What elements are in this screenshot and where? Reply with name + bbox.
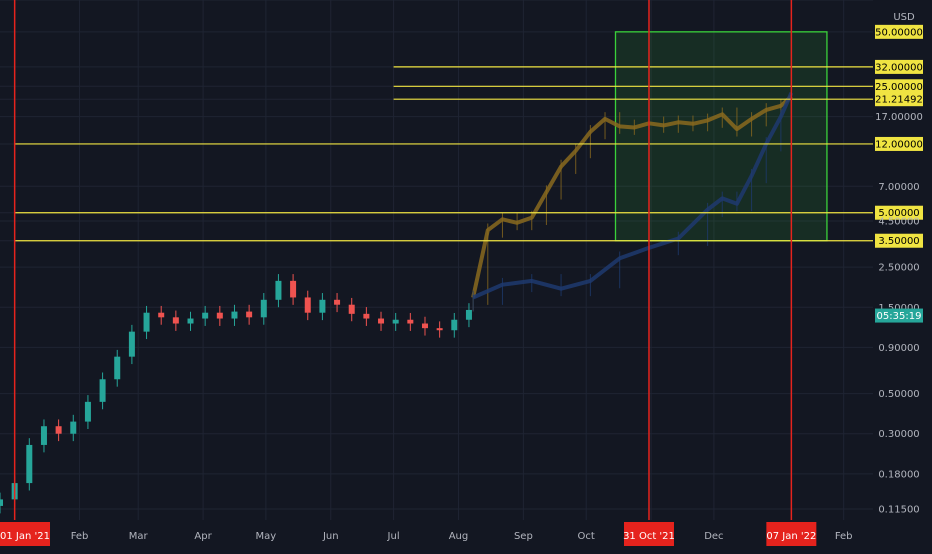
candle-body [187, 318, 194, 324]
candle-body [70, 421, 77, 434]
candle-body [216, 312, 223, 319]
series-layer [0, 86, 794, 514]
candle-body [451, 319, 458, 331]
target-zone-rectangle[interactable] [614, 31, 828, 242]
candle-body [290, 280, 297, 298]
price-tag-label: 50.00000 [875, 27, 923, 38]
price-tag [875, 308, 923, 323]
date-tag [623, 522, 674, 546]
y-tick-label: 0.30000 [878, 429, 919, 440]
y-tick-label: 0.11500 [878, 505, 919, 516]
x-tick-label: May [256, 531, 277, 542]
y-tick-label: 0.50000 [878, 389, 919, 400]
x-tick-label: Sep [514, 531, 533, 542]
y-tick-label: 17.00000 [875, 112, 923, 123]
candle-body [260, 299, 267, 318]
candle-body [275, 280, 282, 300]
x-tick-label: Mar [129, 531, 149, 542]
x-tick-label: Aug [449, 531, 469, 542]
vertical-lines-layer [13, 0, 793, 520]
candle-body [392, 319, 399, 324]
level-tag-label: 12.00000 [875, 139, 923, 150]
level-tag-label: 25.00000 [875, 82, 923, 93]
y-tick-label: 2.50000 [878, 263, 919, 274]
candle-body [114, 356, 121, 380]
y-tick-label: 4.50000 [878, 216, 919, 227]
y-tick-label: 1.50000 [878, 303, 919, 314]
candle-body [55, 426, 62, 434]
candle-body [319, 299, 326, 313]
price-tag-label: 05:35:19 [877, 311, 922, 322]
horizontal-lines-layer [14, 66, 873, 242]
candle-body [26, 444, 33, 484]
price-tag [875, 24, 923, 39]
level-tag [875, 136, 923, 151]
x-tick-label: Dec [704, 531, 723, 542]
candle-body [84, 401, 91, 422]
price-axis[interactable]: USD 32.00000 25.00000 21.21492 12.00000 5.00… [875, 12, 923, 516]
projection-path-2 [472, 91, 794, 300]
level-tag [875, 92, 923, 107]
x-tick-label: Oct [578, 531, 595, 542]
candle-body [246, 311, 253, 318]
time-axis[interactable]: FebMarAprMayJunJulAugSepOctNovDecFeb01 J… [0, 522, 853, 546]
candle-body [231, 311, 238, 319]
y-tick-label: 0.18000 [878, 469, 919, 480]
candle-body [143, 312, 150, 332]
level-tag [875, 79, 923, 94]
candle-body [348, 304, 355, 314]
level-tag-label: 21.21492 [875, 95, 923, 106]
candle-body [202, 312, 209, 319]
level-tag-label: 5.00000 [878, 208, 919, 219]
candle-body [0, 499, 3, 506]
date-tag-label: 01 Jan '21 [0, 531, 50, 542]
level-tag [875, 59, 923, 74]
candle-body [407, 319, 414, 324]
candle-body [158, 312, 165, 318]
x-tick-label: Jul [387, 531, 400, 542]
candle-body [378, 318, 385, 324]
level-tag [875, 205, 923, 220]
candle-body [128, 331, 135, 357]
candle-body [436, 328, 443, 331]
candle-body [421, 323, 428, 329]
candle-body [40, 426, 47, 445]
x-tick-label: Feb [71, 531, 89, 542]
level-tag-label: 32.00000 [875, 62, 923, 73]
level-tag-label: 3.50000 [878, 236, 919, 247]
zone-rectangle-layer [614, 31, 828, 242]
y-tick-label: 0.90000 [878, 343, 919, 354]
date-tag [766, 522, 817, 546]
x-tick-label: Apr [194, 531, 212, 542]
candle-body [465, 309, 472, 320]
candle-body [363, 313, 370, 319]
candle-body [99, 379, 106, 402]
date-tag-label: 31 Oct '21 [623, 531, 675, 542]
date-tag-label: 07 Jan '22 [766, 531, 816, 542]
x-tick-label: Feb [835, 531, 853, 542]
currency-label: USD [893, 12, 915, 23]
candle-body [172, 317, 179, 324]
y-tick-label: 7.00000 [878, 182, 919, 193]
date-tag [0, 522, 50, 546]
level-tag [875, 233, 923, 248]
x-tick-label: Jun [322, 531, 339, 542]
candle-body [334, 299, 341, 305]
projection-path-1 [471, 94, 793, 298]
candle-body [304, 297, 311, 313]
